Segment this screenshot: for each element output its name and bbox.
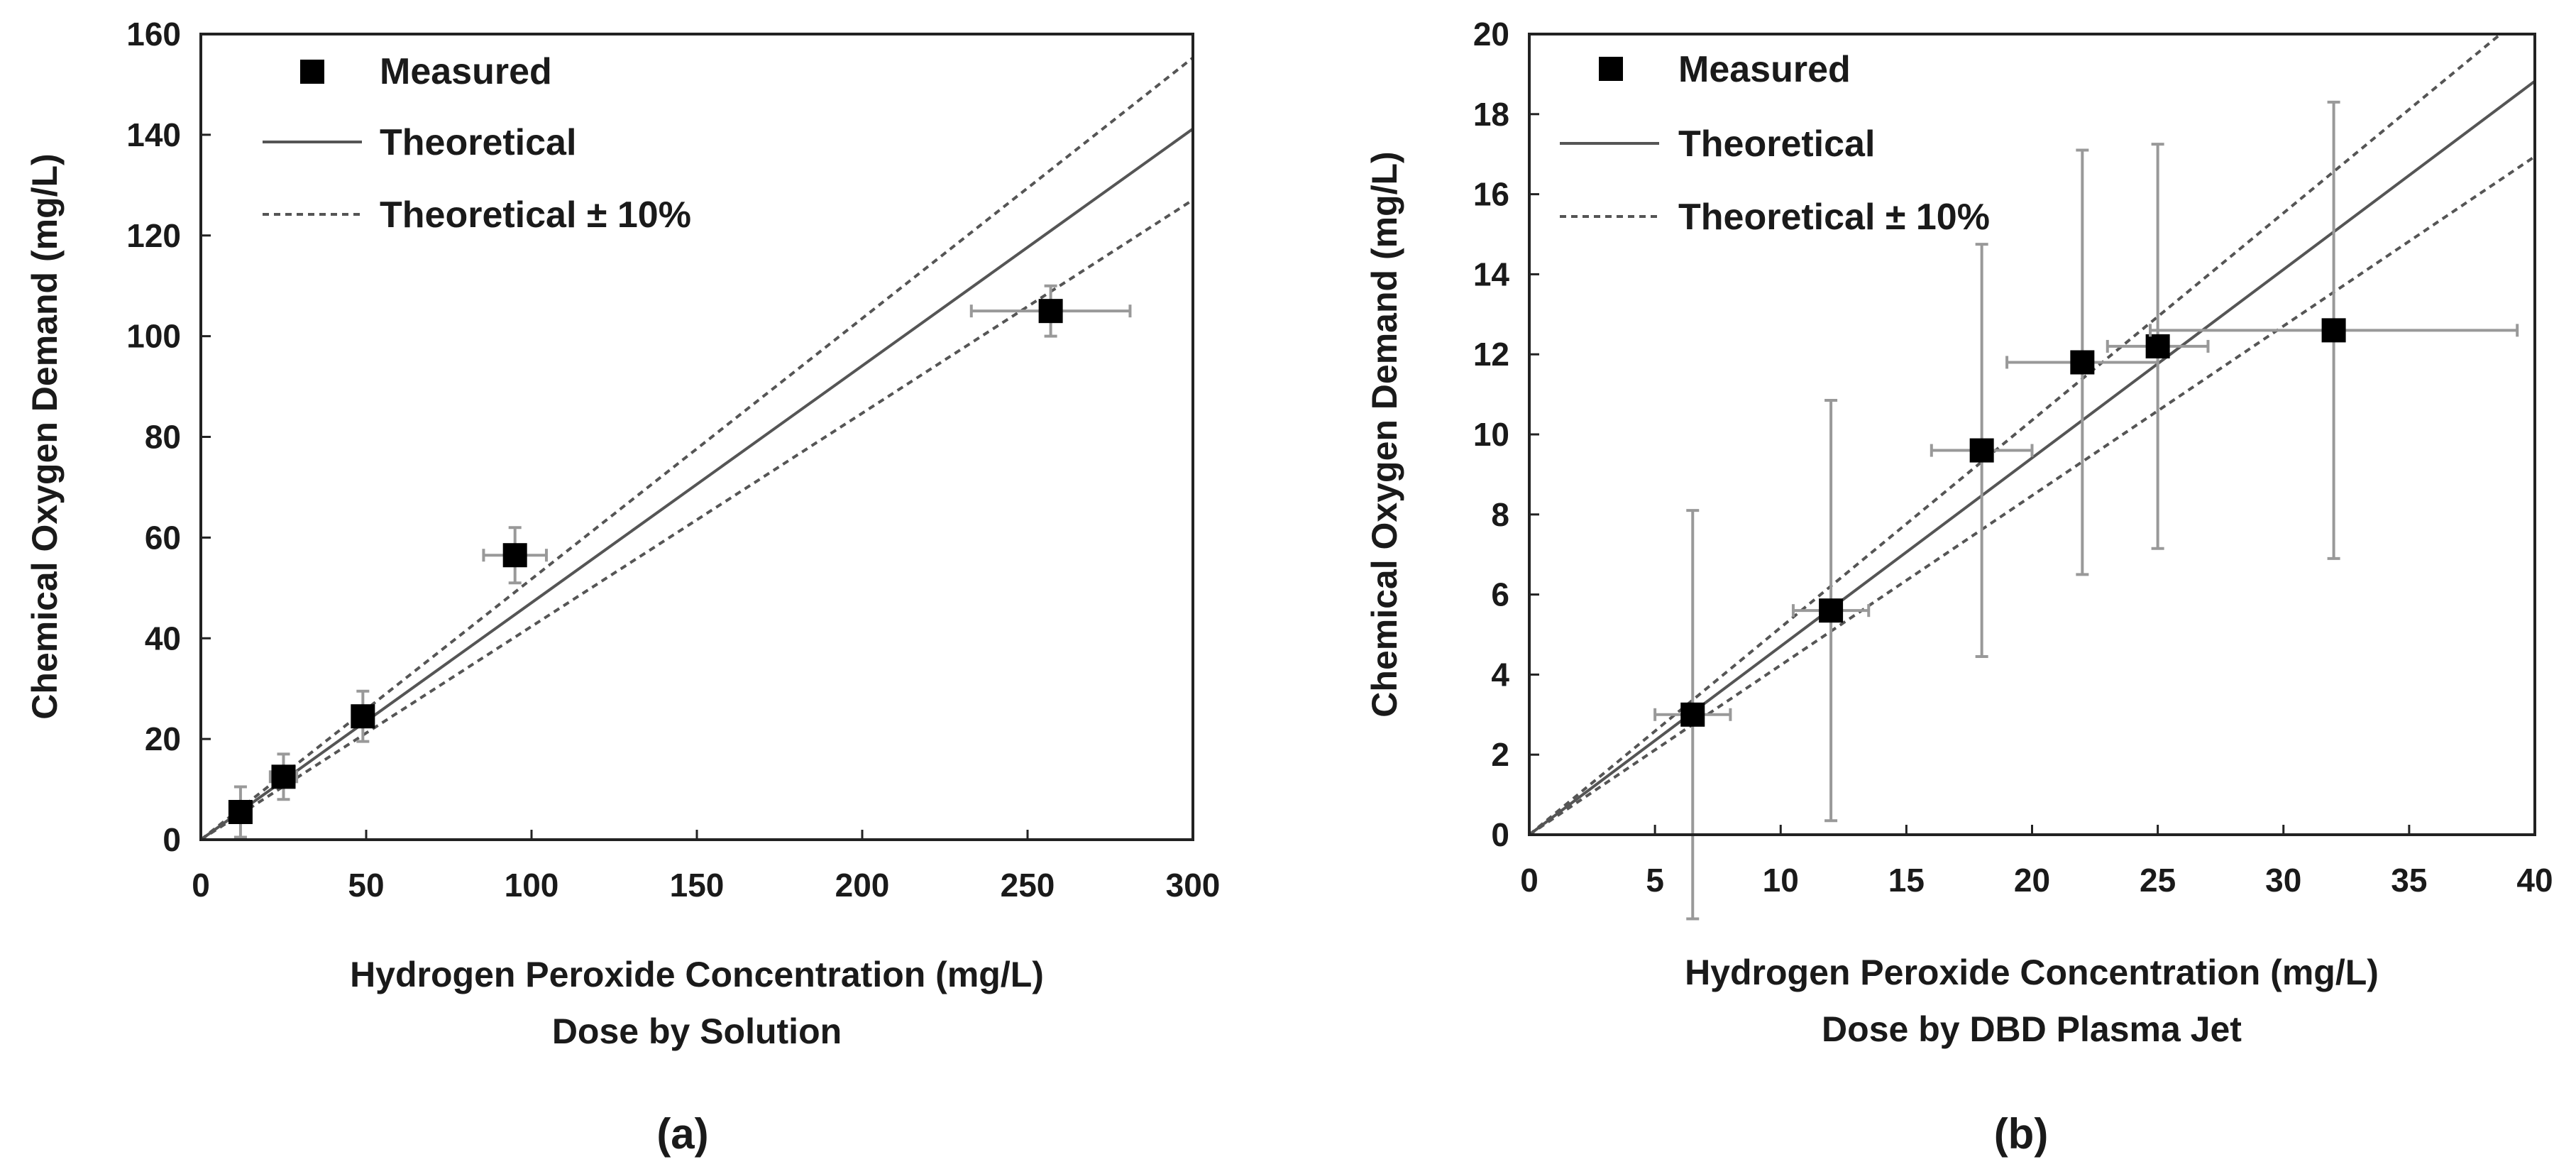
theoretical-plus-10-line: [201, 56, 1193, 840]
measured-points-a: [228, 284, 1132, 839]
axis-ticks-b: 0 5 10 15 20 25 30 35 40 0 2 4 6 8 10 12 14 16 18 20: [1473, 16, 2553, 899]
legend-marker-measured-b: [1599, 57, 1623, 81]
y-tick-label: 10: [1473, 416, 1509, 453]
x-axis-subtitle-b: Dose by DBD Plasma Jet: [1822, 1009, 2242, 1049]
measured-marker: [351, 704, 375, 729]
theoretical-minus-10-line: [201, 198, 1193, 840]
data-point: [1930, 243, 2034, 659]
x-tick-label: 35: [2391, 862, 2427, 899]
data-point: [482, 526, 548, 585]
axis-ticks-a: 0 50 100 150 200 250 300 0 20 40 60 80 100 120 140 160: [126, 16, 1220, 904]
plot-area-b: [1528, 33, 2536, 836]
x-axis-title-b: Hydrogen Peroxide Concentration (mg/L): [1685, 953, 2379, 992]
x-tick-label: 30: [2265, 862, 2301, 899]
y-tick-label: 14: [1473, 256, 1510, 292]
legend-a: Measured Theoretical Theoretical ± 10%: [263, 51, 691, 236]
y-tick-label: 60: [145, 519, 181, 556]
measured-marker: [228, 799, 253, 824]
measured-marker: [1819, 598, 1844, 623]
y-axis-title-a: Chemical Oxygen Demand (mg/L): [25, 153, 65, 719]
x-tick-label: 0: [192, 867, 210, 904]
measured-points-b: [1653, 100, 2519, 921]
x-tick-label: 200: [835, 867, 890, 904]
x-axis-subtitle-a: Dose by Solution: [552, 1011, 842, 1051]
data-point: [1653, 509, 1732, 921]
data-point: [1791, 399, 1871, 823]
x-tick-label: 25: [2140, 862, 2176, 899]
legend-label-theoretical-a: Theoretical: [380, 122, 576, 163]
y-tick-label: 4: [1491, 656, 1509, 693]
y-tick-label: 80: [145, 419, 181, 456]
data-point: [351, 689, 375, 743]
y-tick-label: 2: [1491, 736, 1509, 773]
y-tick-label: 120: [126, 217, 181, 254]
measured-marker: [271, 764, 296, 789]
x-tick-label: 300: [1166, 867, 1221, 904]
y-tick-label: 20: [1473, 16, 1509, 53]
x-tick-label: 150: [670, 867, 725, 904]
theoretical-lines-a: [201, 56, 1193, 840]
x-tick-label: 10: [1763, 862, 1799, 899]
data-point: [268, 752, 299, 801]
y-tick-label: 8: [1491, 496, 1509, 533]
x-tick-label: 250: [1001, 867, 1055, 904]
y-tick-label: 6: [1491, 576, 1509, 613]
x-axis-title-a: Hydrogen Peroxide Concentration (mg/L): [350, 955, 1044, 994]
y-tick-label: 140: [126, 116, 181, 153]
x-tick-label: 100: [505, 867, 559, 904]
legend-b: Measured Theoretical Theoretical ± 10%: [1560, 49, 1990, 238]
legend-label-band-a: Theoretical ± 10%: [380, 194, 691, 236]
theoretical-plus-10-line: [1529, 34, 2503, 835]
legend-marker-measured-a: [300, 60, 324, 84]
panel-label-a: (a): [656, 1110, 708, 1158]
data-point: [2148, 100, 2519, 560]
chart-panel-b: 0 5 10 15 20 25 30 35 40 0 2 4 6 8 10 12 14 16 18 20 Measur…: [1365, 16, 2553, 1158]
measured-marker: [502, 543, 527, 568]
x-tick-label: 5: [1646, 862, 1664, 899]
y-axis-title-b: Chemical Oxygen Demand (mg/L): [1365, 151, 1404, 717]
legend-label-theoretical-b: Theoretical: [1678, 124, 1875, 165]
data-point: [2106, 143, 2210, 550]
measured-marker: [2321, 318, 2346, 343]
measured-marker: [1969, 438, 1994, 463]
x-tick-label: 15: [1888, 862, 1925, 899]
y-tick-label: 16: [1473, 176, 1509, 213]
measured-marker: [1038, 299, 1063, 324]
y-tick-label: 0: [163, 821, 181, 858]
panel-label-b: (b): [1994, 1110, 2049, 1158]
y-tick-label: 20: [145, 720, 181, 757]
x-tick-label: 50: [348, 867, 384, 904]
y-tick-label: 160: [126, 16, 181, 53]
x-tick-label: 40: [2516, 862, 2553, 899]
y-tick-label: 0: [1491, 816, 1509, 853]
legend-label-band-b: Theoretical ± 10%: [1678, 197, 1990, 238]
y-tick-label: 40: [145, 620, 181, 657]
theoretical-minus-10-line: [1529, 155, 2535, 835]
x-tick-label: 0: [1520, 862, 1539, 899]
data-point: [228, 785, 253, 839]
y-tick-label: 12: [1473, 336, 1509, 373]
legend-label-measured-b: Measured: [1678, 49, 1851, 90]
data-point: [2005, 148, 2159, 576]
theoretical-line: [1529, 79, 2535, 835]
y-tick-label: 18: [1473, 96, 1509, 133]
y-tick-label: 100: [126, 318, 181, 355]
x-tick-label: 20: [2014, 862, 2050, 899]
legend-label-measured-a: Measured: [380, 51, 552, 92]
measured-marker: [2070, 350, 2095, 375]
chart-panel-a: 0 50 100 150 200 250 300020406080100120140160 …: [25, 16, 1220, 1158]
measured-marker: [2145, 334, 2170, 358]
theoretical-line: [201, 127, 1193, 840]
plot-area-a: [199, 33, 1194, 841]
data-point: [969, 284, 1132, 338]
measured-marker: [1680, 702, 1705, 727]
